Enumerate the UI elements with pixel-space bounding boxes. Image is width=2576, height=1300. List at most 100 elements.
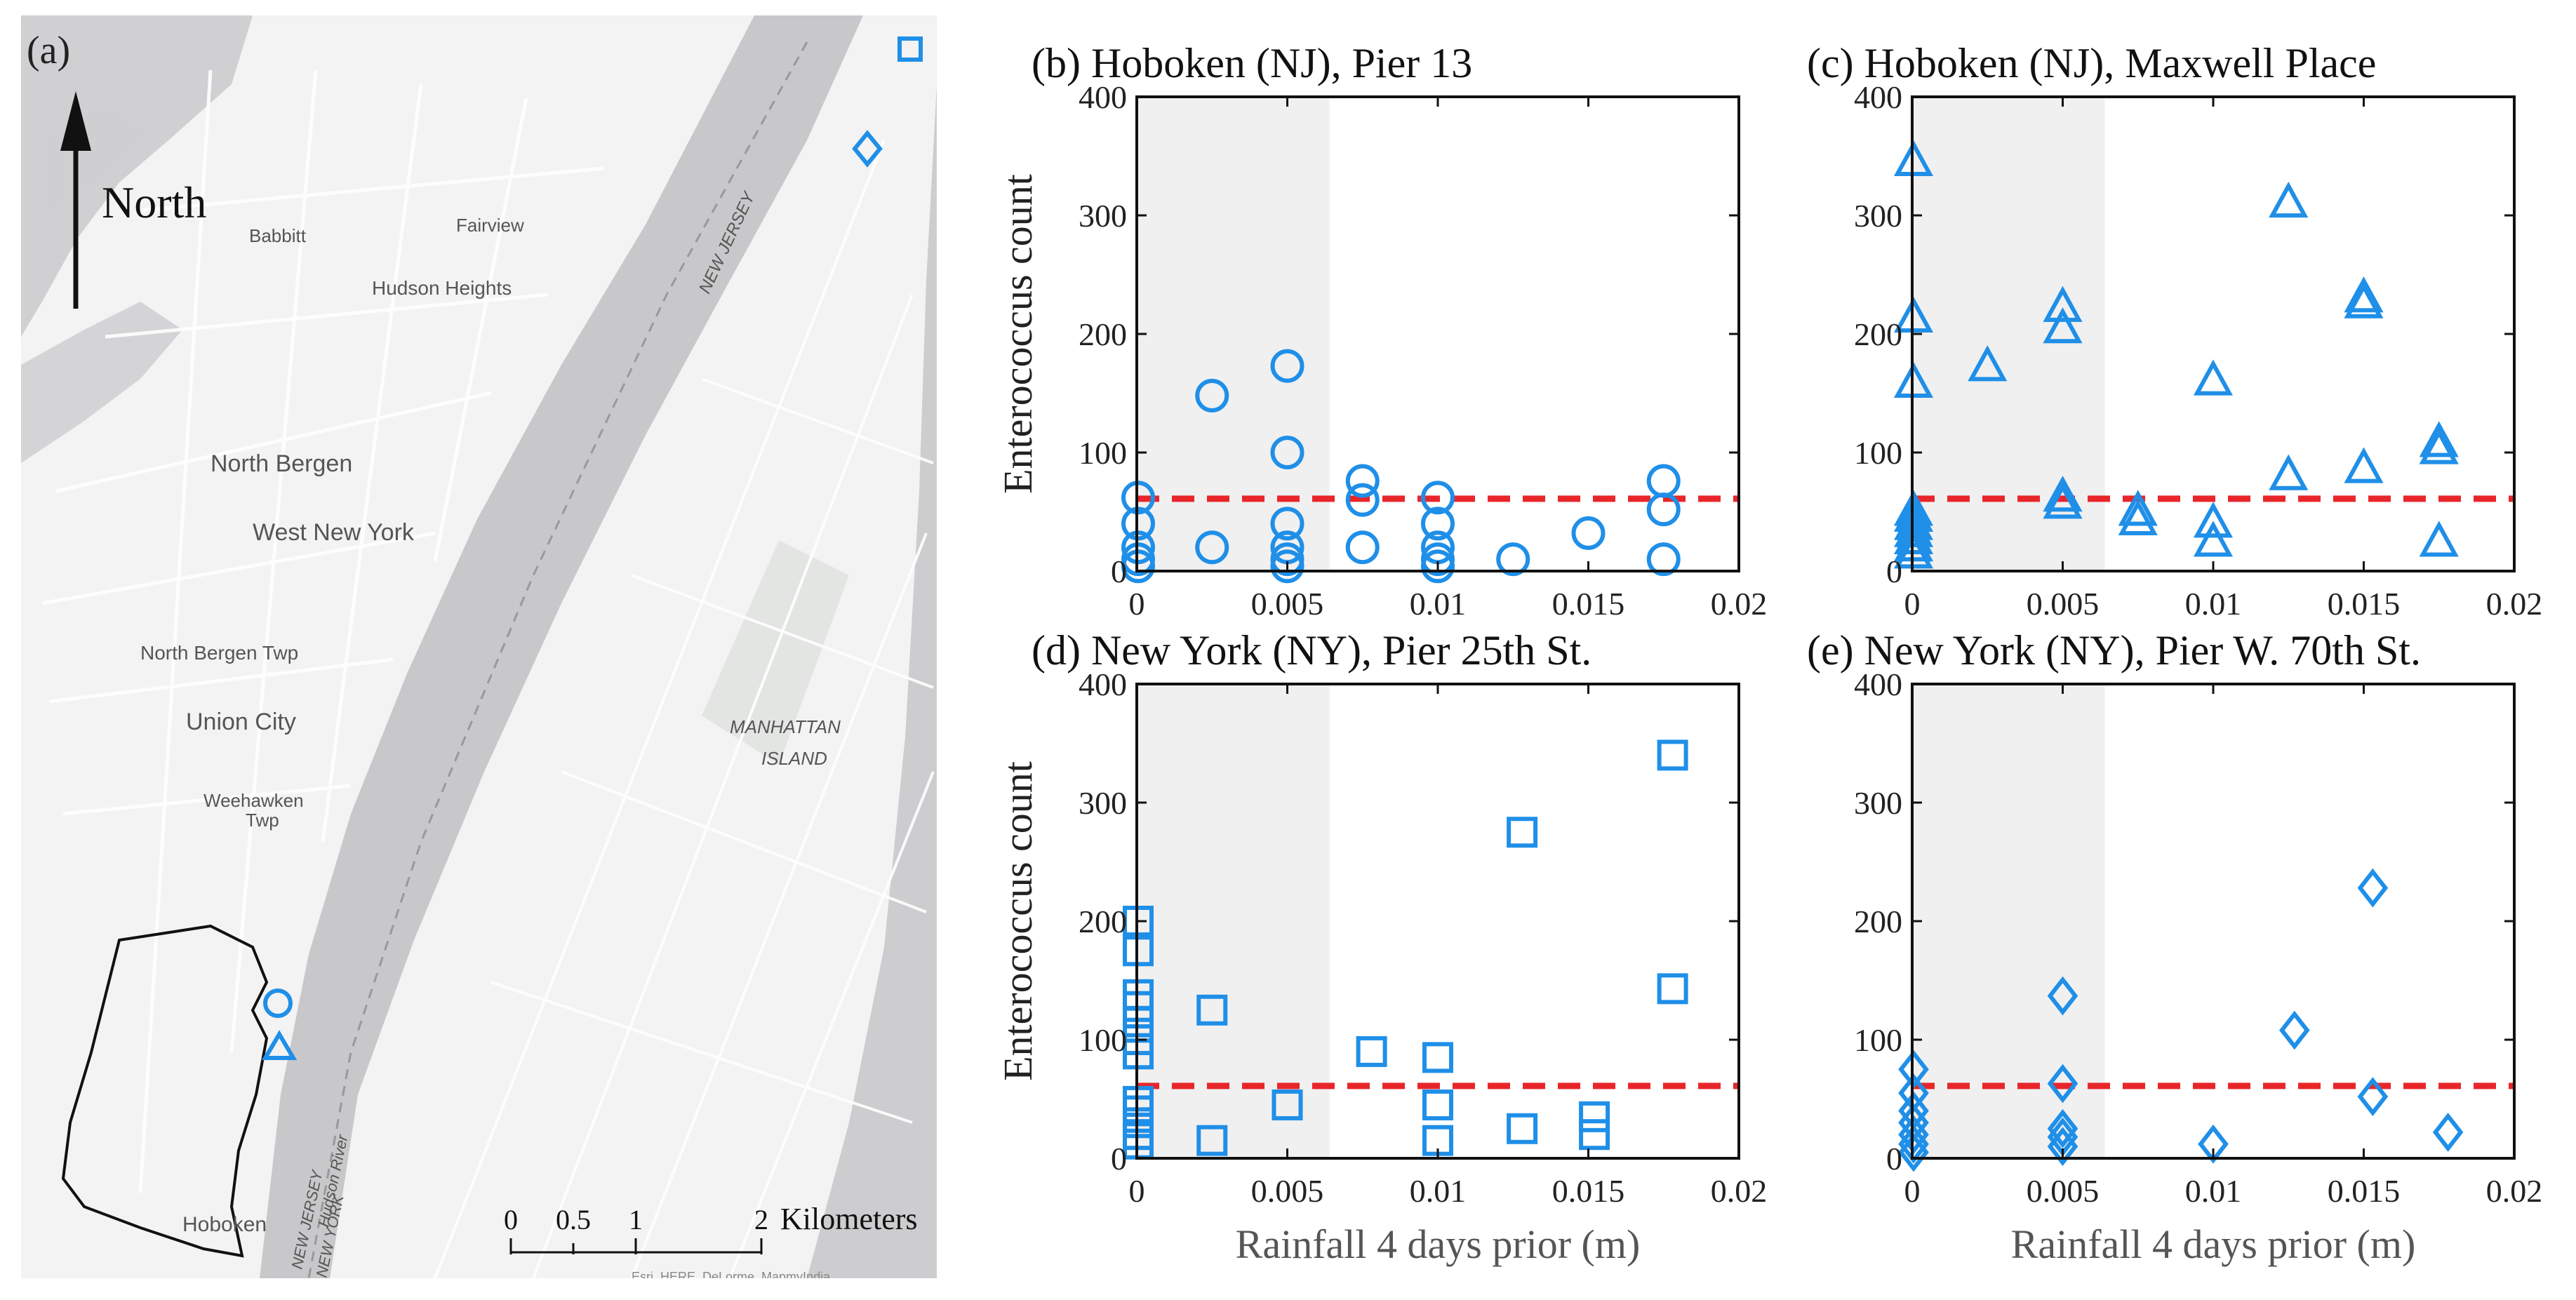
data-point bbox=[2344, 282, 2384, 319]
data-point bbox=[2344, 276, 2384, 313]
y-tick-label: 0 bbox=[1886, 1141, 1902, 1177]
chart-title: (b) Hoboken (NJ), Pier 13 bbox=[1032, 40, 1472, 86]
data-point bbox=[1421, 507, 1455, 541]
chart-panel-e: 0 100 200 300 400 0 0.005 0.01 0.015 0.02 (e) New … bbox=[1807, 627, 2542, 1267]
data-point bbox=[1272, 1089, 1303, 1120]
scale-tick: 0.5 bbox=[556, 1204, 591, 1235]
data-point bbox=[1898, 1132, 1929, 1172]
data-point bbox=[2269, 181, 2309, 218]
x-tick-label: 0 bbox=[1129, 586, 1145, 622]
data-point bbox=[1496, 542, 1530, 577]
x-tick-label: 0.02 bbox=[2486, 586, 2543, 622]
place-label: Hudson Heights bbox=[372, 277, 512, 299]
x-tick-label: 0.015 bbox=[2328, 1173, 2401, 1209]
chart-title: (d) New York (NY), Pier 25th St. bbox=[1032, 627, 1591, 674]
y-axis-label: Enterococcus count bbox=[995, 174, 1041, 494]
data-point bbox=[2357, 1077, 2389, 1116]
east-river bbox=[807, 84, 937, 1278]
place-label: North Bergen bbox=[211, 450, 352, 477]
x-tick-label: 0.005 bbox=[2027, 586, 2100, 622]
data-point bbox=[1646, 492, 1681, 527]
data-point bbox=[1507, 1113, 1538, 1144]
data-point bbox=[1646, 542, 1681, 577]
map-attribution: Esri, HERE, DeLorme, MapmyIndia bbox=[632, 1270, 831, 1284]
y-tick-label: 200 bbox=[1079, 316, 1127, 352]
panel-label-a: (a) bbox=[27, 29, 70, 72]
x-tick-label: 0.02 bbox=[1711, 586, 1768, 622]
y-tick-label: 400 bbox=[1854, 79, 1902, 115]
place-label: West New York bbox=[253, 519, 415, 546]
scale-unit: Kilometers bbox=[780, 1202, 918, 1236]
y-tick-label: 100 bbox=[1079, 435, 1127, 471]
hoboken-boundary bbox=[61, 924, 269, 1258]
data-point bbox=[1345, 464, 1380, 498]
x-tick-label: 0.01 bbox=[2185, 586, 2242, 622]
hudson-river bbox=[260, 15, 863, 1278]
data-point bbox=[2047, 976, 2078, 1016]
data-point bbox=[2193, 359, 2234, 396]
y-tick-label: 0 bbox=[1111, 1141, 1127, 1177]
street-grid-ny bbox=[434, 140, 935, 1278]
data-point bbox=[1421, 481, 1455, 515]
data-point bbox=[1195, 378, 1229, 413]
north-arrow: North bbox=[60, 91, 206, 309]
data-point bbox=[2193, 521, 2234, 557]
data-point bbox=[1422, 1089, 1453, 1120]
place-label: Twp bbox=[246, 810, 279, 831]
y-tick-label: 200 bbox=[1854, 316, 1902, 352]
y-tick-label: 100 bbox=[1079, 1022, 1127, 1058]
x-tick-label: 0.01 bbox=[2185, 1173, 2242, 1209]
data-point bbox=[2047, 1064, 2078, 1104]
data-point bbox=[2043, 475, 2083, 512]
data-point bbox=[1195, 530, 1229, 565]
place-label: Hoboken bbox=[182, 1213, 267, 1236]
x-tick-label: 0.005 bbox=[1251, 586, 1324, 622]
chart-panel-c: 0 100 200 300 400 0 0.005 0.01 0.015 0.02 (c) Hobo… bbox=[1807, 40, 2542, 622]
data-point bbox=[2344, 447, 2384, 483]
x-tick-label: 0.02 bbox=[1711, 1173, 1768, 1209]
x-tick-label: 0.005 bbox=[1251, 1173, 1324, 1209]
data-point bbox=[2047, 1108, 2078, 1148]
data-point bbox=[1898, 1124, 1929, 1164]
chart-title: (e) New York (NY), Pier W. 70th St. bbox=[1807, 627, 2421, 674]
x-tick-label: 0.005 bbox=[2027, 1173, 2100, 1209]
x-tick-label: 0.01 bbox=[1410, 586, 1467, 622]
data-point bbox=[2043, 307, 2083, 344]
data-point bbox=[1421, 549, 1455, 584]
y-tick-label: 200 bbox=[1854, 904, 1902, 939]
station-marker-diamond bbox=[852, 130, 883, 168]
data-point bbox=[1968, 345, 2008, 382]
data-point bbox=[2193, 502, 2234, 538]
chart-panel-b: 0 100 200 300 400 0 0.005 0.01 0.015 0.02 (b) Hobo… bbox=[995, 40, 1767, 622]
data-point bbox=[1270, 549, 1304, 584]
data-point bbox=[2357, 868, 2389, 908]
place-label: ISLAND bbox=[761, 748, 827, 769]
shaded-region bbox=[1137, 684, 1330, 1158]
x-tick-label: 0.01 bbox=[1410, 1173, 1467, 1209]
data-point bbox=[1646, 464, 1681, 498]
chart-title: (c) Hoboken (NJ), Maxwell Place bbox=[1807, 40, 2376, 86]
marsh-water-west bbox=[21, 302, 182, 463]
scale-bar: 0 0.5 1 2 Kilometers bbox=[504, 1202, 918, 1254]
place-label: Weehawken bbox=[203, 790, 304, 811]
station-marker-triangle bbox=[261, 1030, 298, 1060]
shaded-region bbox=[1912, 684, 2105, 1158]
data-point bbox=[1422, 1042, 1453, 1073]
y-tick-label: 300 bbox=[1079, 785, 1127, 821]
data-point bbox=[1196, 1125, 1228, 1156]
place-label: North Bergen Twp bbox=[140, 642, 298, 664]
shaded-region bbox=[1137, 97, 1330, 571]
data-point bbox=[2118, 499, 2158, 536]
scale-tick: 1 bbox=[629, 1204, 643, 1235]
data-point bbox=[1345, 530, 1380, 565]
station-marker-square bbox=[897, 36, 923, 62]
data-point bbox=[1507, 817, 1538, 848]
state-boundary bbox=[307, 41, 808, 1278]
north-label: North bbox=[102, 177, 206, 227]
y-tick-label: 100 bbox=[1854, 435, 1902, 471]
station-marker-circle bbox=[263, 989, 293, 1018]
y-axis-label: Enterococcus count bbox=[995, 761, 1041, 1081]
x-tick-label: 0.015 bbox=[1552, 586, 1625, 622]
